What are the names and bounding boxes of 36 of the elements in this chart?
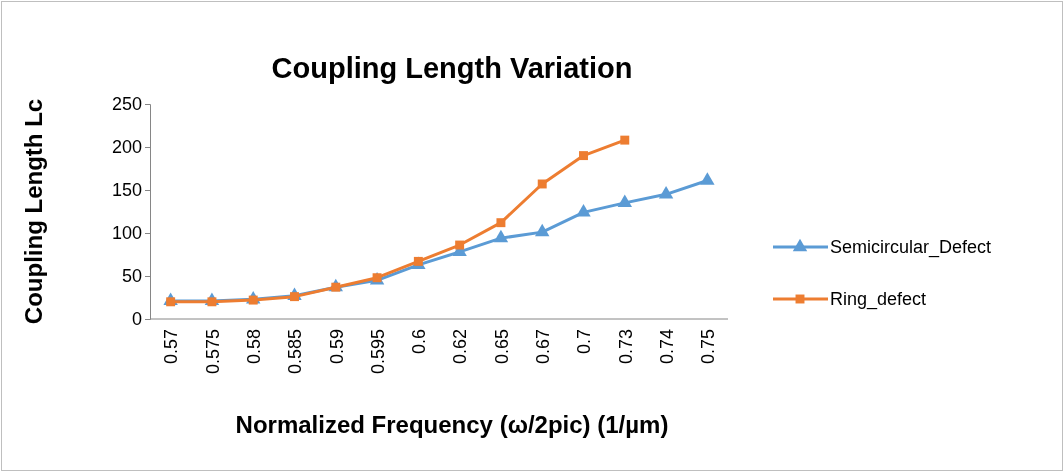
x-tick-label: 0.595: [367, 329, 388, 375]
x-axis-title: Normalized Frequency (ω/2pic) (1/µm): [235, 411, 669, 438]
x-tick-label: 0.67: [533, 329, 554, 365]
x-tick-label: 0.75: [698, 329, 719, 365]
y-axis-title: Coupling Length Lc: [20, 98, 47, 325]
legend-label: Ring_defect: [830, 289, 927, 311]
x-tick-label: 0.74: [656, 329, 677, 365]
y-tick-label: 150: [111, 180, 142, 201]
x-tick-label: 0.585: [285, 329, 306, 375]
y-tick-label: 50: [121, 266, 142, 287]
x-tick-label: 0.73: [615, 329, 636, 365]
y-tick-label: 200: [111, 137, 142, 158]
point: [576, 204, 591, 217]
point: [579, 151, 588, 161]
point: [700, 172, 715, 185]
x-tick-label: 0.59: [326, 329, 347, 365]
x-tick-label: 0.62: [450, 329, 471, 365]
y-tick-label: 0: [131, 309, 142, 330]
point: [493, 229, 509, 243]
x-tick-label: 0.58: [244, 329, 265, 365]
x-tick-label: 0.7: [574, 329, 595, 355]
x-tick-label: 0.575: [202, 329, 223, 375]
x-tick-label: 0.57: [161, 329, 182, 365]
point: [620, 135, 630, 145]
x-tick-label: 0.65: [491, 329, 512, 365]
chart-title: Coupling Length Variation: [271, 52, 633, 84]
y-tick-label: 250: [111, 94, 142, 115]
point: [537, 179, 547, 189]
x-tick-label: 0.6: [409, 329, 430, 355]
point: [658, 185, 674, 199]
y-tick-label: 100: [111, 223, 142, 244]
point: [535, 223, 550, 237]
point: [496, 218, 506, 228]
point: [617, 194, 632, 208]
legend-label: Semicircular_Defect: [830, 237, 992, 259]
point: [455, 240, 465, 250]
